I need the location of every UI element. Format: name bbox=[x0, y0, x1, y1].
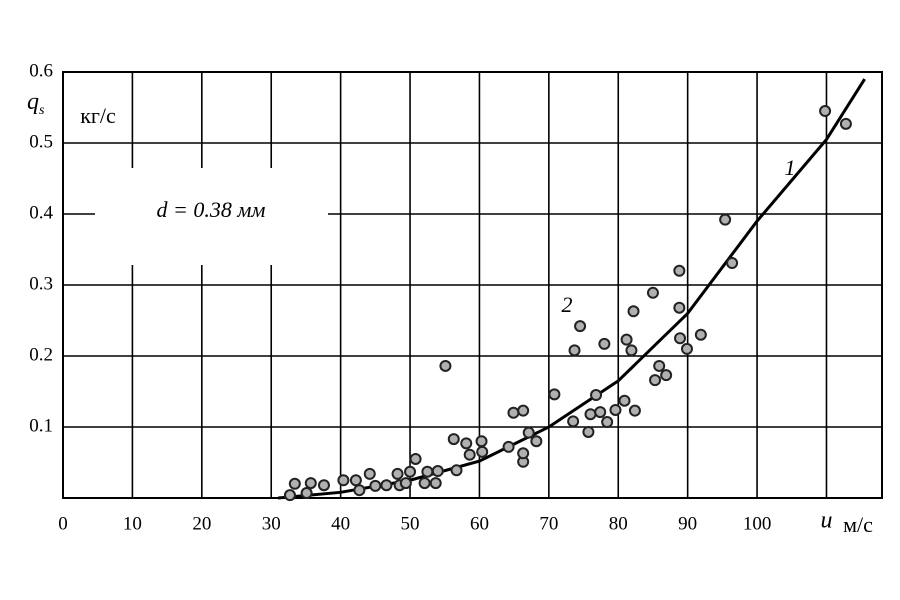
data-point bbox=[450, 464, 463, 477]
series-label: 1 bbox=[785, 155, 796, 180]
data-point bbox=[649, 374, 662, 387]
data-point bbox=[447, 433, 460, 446]
data-point bbox=[582, 425, 595, 438]
plot-border bbox=[62, 71, 883, 499]
series-label: 2 bbox=[562, 292, 573, 317]
y-tick-label: 0.1 bbox=[29, 415, 53, 436]
data-point bbox=[517, 447, 530, 460]
data-point bbox=[625, 344, 638, 357]
x-tick-label: 10 bbox=[123, 513, 142, 534]
data-point bbox=[460, 437, 473, 450]
x-tick-label: 40 bbox=[331, 513, 350, 534]
data-point bbox=[618, 394, 631, 407]
data-point bbox=[418, 477, 431, 490]
data-point bbox=[673, 264, 686, 277]
data-point bbox=[349, 474, 362, 487]
data-point bbox=[337, 474, 350, 487]
data-point bbox=[517, 404, 530, 417]
data-point bbox=[646, 286, 659, 299]
data-point bbox=[620, 333, 633, 346]
y-tick-label: 0.3 bbox=[29, 273, 53, 294]
data-point bbox=[288, 477, 301, 490]
y-tick-label: 0.4 bbox=[29, 202, 53, 223]
data-point bbox=[502, 440, 515, 453]
x-tick-label: 90 bbox=[678, 513, 697, 534]
data-point bbox=[584, 408, 597, 421]
data-point bbox=[574, 320, 587, 333]
x-unit: м/с bbox=[843, 512, 873, 537]
data-point bbox=[674, 332, 687, 345]
x-tick-label: 20 bbox=[192, 513, 211, 534]
data-point bbox=[380, 479, 393, 492]
data-point bbox=[507, 406, 520, 419]
data-point bbox=[439, 359, 452, 372]
x-tick-label: 30 bbox=[262, 513, 281, 534]
data-point bbox=[530, 435, 543, 448]
x-tick-label: u bbox=[820, 508, 832, 534]
data-point bbox=[421, 465, 434, 478]
x-tick-label: 60 bbox=[470, 513, 489, 534]
x-tick-label: 80 bbox=[609, 513, 628, 534]
data-point bbox=[819, 105, 832, 118]
y-tick-label: 0.6 bbox=[29, 60, 53, 81]
data-point bbox=[609, 403, 622, 416]
data-point bbox=[628, 404, 641, 417]
data-point bbox=[590, 389, 603, 402]
data-point bbox=[409, 452, 422, 465]
y-tick-label: 0.2 bbox=[29, 344, 53, 365]
x-tick-label: 70 bbox=[539, 513, 558, 534]
data-point bbox=[476, 445, 489, 458]
data-point bbox=[399, 477, 412, 490]
x-tick-label: 50 bbox=[401, 513, 420, 534]
y-label: qs bbox=[27, 89, 45, 119]
data-point bbox=[839, 117, 852, 130]
data-point bbox=[627, 305, 640, 318]
data-point bbox=[283, 489, 296, 502]
annotation: d = 0.38 мм bbox=[157, 197, 266, 222]
data-point bbox=[522, 426, 535, 439]
data-point bbox=[475, 435, 488, 448]
data-point bbox=[391, 467, 404, 480]
fit-curve bbox=[278, 78, 866, 500]
data-point bbox=[601, 416, 614, 429]
annotation-box bbox=[95, 168, 328, 265]
data-point bbox=[594, 406, 607, 419]
data-point bbox=[363, 467, 376, 480]
data-point bbox=[548, 388, 561, 401]
data-point bbox=[568, 344, 581, 357]
x-tick-label: 0 bbox=[58, 513, 68, 534]
data-point bbox=[300, 487, 313, 500]
data-point bbox=[719, 213, 732, 226]
y-tick-label: 0.5 bbox=[29, 131, 53, 152]
x-tick-label: 100 bbox=[743, 513, 772, 534]
y-unit: кг/с bbox=[80, 103, 116, 128]
data-point bbox=[673, 301, 686, 314]
data-point bbox=[429, 477, 442, 490]
data-point bbox=[660, 369, 673, 382]
data-point bbox=[463, 448, 476, 461]
data-point bbox=[694, 328, 707, 341]
data-point bbox=[598, 337, 611, 350]
data-point bbox=[369, 479, 382, 492]
data-point bbox=[680, 342, 693, 355]
data-point bbox=[431, 465, 444, 478]
data-point bbox=[653, 359, 666, 372]
data-point bbox=[304, 477, 317, 490]
data-point bbox=[726, 256, 739, 269]
data-point bbox=[404, 465, 417, 478]
data-point bbox=[567, 415, 580, 428]
data-point bbox=[317, 479, 330, 492]
data-point bbox=[353, 484, 366, 497]
